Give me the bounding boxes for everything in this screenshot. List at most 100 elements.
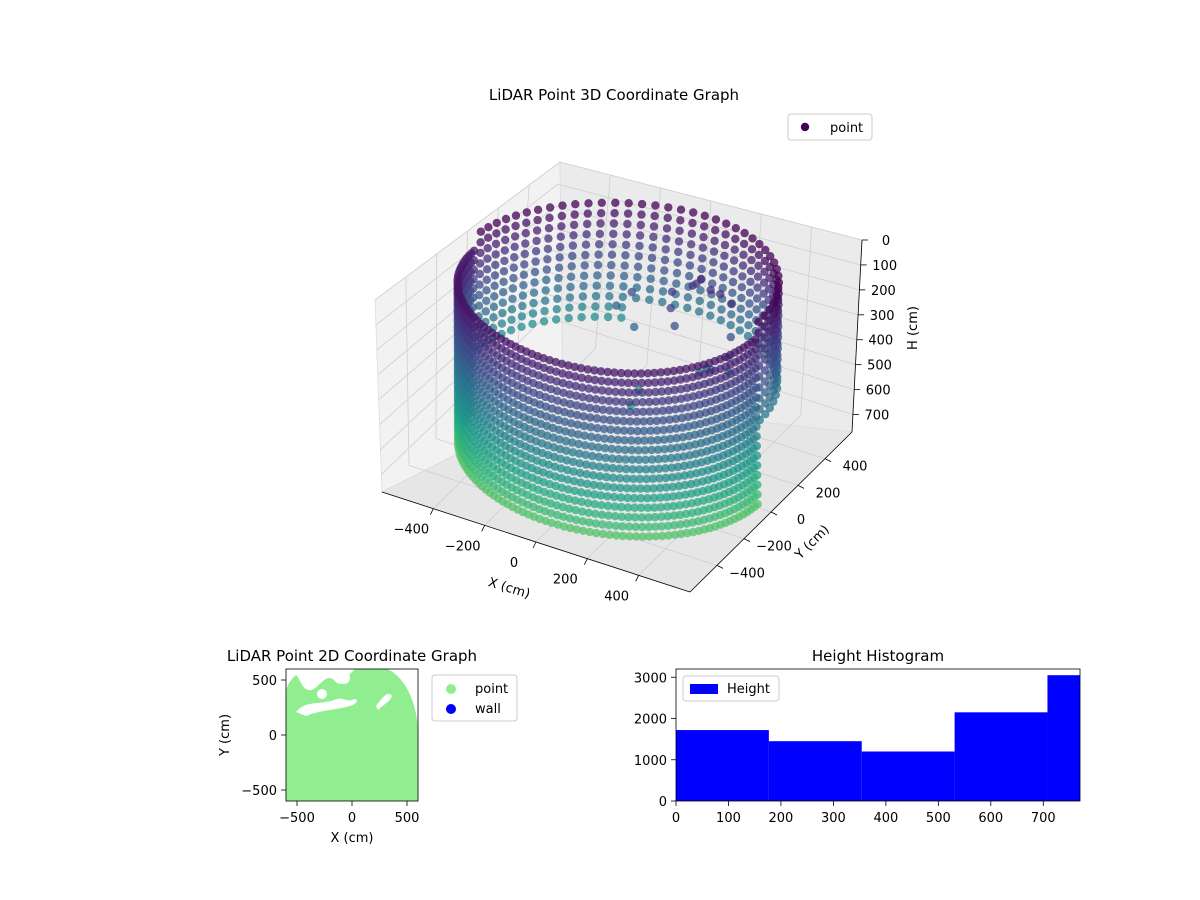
data-point xyxy=(686,250,695,260)
data-point xyxy=(564,370,573,380)
data-point xyxy=(603,312,613,322)
data-point xyxy=(556,242,565,252)
data-point xyxy=(545,213,554,222)
data-point xyxy=(722,219,731,228)
x-tick-label: 0 xyxy=(348,811,356,826)
data-point xyxy=(543,244,553,254)
chart-histogram: Height Histogram 0 100 200 300 400 500 600 7000… xyxy=(634,647,1081,826)
data-point xyxy=(491,250,500,259)
data-point xyxy=(639,417,648,426)
data-point xyxy=(592,528,601,538)
data-point xyxy=(631,293,641,303)
data-point xyxy=(592,414,602,423)
data-point xyxy=(661,473,671,483)
data-point xyxy=(545,203,555,212)
grid-line xyxy=(375,183,861,326)
data-point xyxy=(587,432,596,441)
data-point xyxy=(528,319,537,329)
data-point xyxy=(601,453,610,463)
data-point xyxy=(769,298,778,308)
data-point xyxy=(645,407,654,416)
data-point xyxy=(633,426,642,436)
data-point xyxy=(627,436,636,445)
data-point xyxy=(663,367,672,376)
data-point xyxy=(711,226,720,235)
data-point xyxy=(574,439,583,449)
data-point xyxy=(519,281,528,290)
data-point xyxy=(608,464,617,473)
data-point xyxy=(746,277,755,286)
data-point xyxy=(774,271,783,281)
data-point xyxy=(617,388,627,397)
data-point xyxy=(706,285,715,295)
data-point xyxy=(664,386,673,396)
legend-3d: point xyxy=(787,113,873,141)
data-point xyxy=(609,229,618,239)
data-point xyxy=(475,259,485,268)
data-point xyxy=(697,274,706,284)
data-point xyxy=(660,266,669,275)
data-point xyxy=(594,452,604,462)
data-point xyxy=(541,392,550,402)
data-point xyxy=(673,462,683,472)
grid-line xyxy=(697,200,712,383)
data-point xyxy=(577,488,586,497)
data-point xyxy=(755,239,764,249)
data-point xyxy=(593,271,602,280)
data-point xyxy=(565,504,574,513)
y-tick-label: −400 xyxy=(729,566,765,581)
data-point xyxy=(582,470,591,479)
data-point xyxy=(622,230,631,239)
data-point xyxy=(761,399,770,408)
data-point xyxy=(591,291,601,301)
data-point xyxy=(582,230,591,239)
data-point xyxy=(649,484,658,493)
data-point xyxy=(754,261,763,270)
data-point xyxy=(619,271,629,281)
data-point xyxy=(595,462,604,471)
x-axis-label-3d: X (cm) xyxy=(486,575,532,602)
data-point xyxy=(664,405,674,415)
data-point xyxy=(645,397,654,407)
data-point xyxy=(577,313,586,322)
data-point xyxy=(591,509,600,518)
data-point xyxy=(694,307,704,316)
y-tick-label: −200 xyxy=(756,540,792,555)
data-point xyxy=(665,415,674,424)
data-point xyxy=(635,231,645,240)
data-point xyxy=(590,500,599,509)
data-point xyxy=(589,480,598,490)
data-point xyxy=(522,218,531,227)
legend-histogram-swatch xyxy=(690,684,718,694)
unscanned-region xyxy=(376,693,392,710)
data-point xyxy=(760,366,770,375)
x-tick-label: 200 xyxy=(553,573,578,588)
data-point xyxy=(604,511,613,520)
data-point xyxy=(658,397,667,406)
data-point xyxy=(542,265,551,274)
data-point xyxy=(719,273,728,282)
x-tick xyxy=(583,558,588,565)
z-tick-label: 300 xyxy=(870,309,895,324)
histogram-bars xyxy=(676,675,1080,801)
data-point xyxy=(611,198,620,207)
data-point xyxy=(521,229,530,238)
point-cloud xyxy=(453,198,784,541)
histogram-bar xyxy=(676,730,769,801)
data-point xyxy=(603,492,612,501)
data-point xyxy=(672,424,681,433)
data-point xyxy=(637,369,646,378)
data-point xyxy=(647,455,657,464)
data-point xyxy=(590,366,599,375)
data-point xyxy=(644,522,654,532)
data-point xyxy=(602,482,612,491)
data-point xyxy=(667,287,677,296)
data-point xyxy=(706,311,715,320)
data-point xyxy=(761,410,770,419)
data-point xyxy=(533,215,542,225)
data-point xyxy=(568,241,578,250)
data-point xyxy=(564,313,573,323)
data-point xyxy=(625,407,634,416)
data-point xyxy=(541,402,551,411)
data-point xyxy=(492,218,501,228)
